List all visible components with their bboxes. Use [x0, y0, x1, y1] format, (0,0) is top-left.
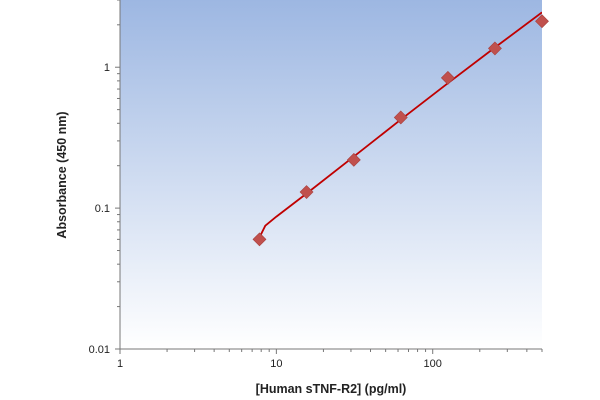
y-ticks: 0.01 0.1 1 — [89, 0, 120, 356]
x-tick-label: 1 — [117, 358, 123, 370]
x-tick-label: 100 — [424, 358, 442, 370]
y-tick-label: 0.01 — [89, 344, 110, 356]
data-point — [299, 185, 314, 199]
data-point — [252, 232, 267, 247]
data-point — [535, 14, 549, 29]
x-tick-label: 10 — [270, 358, 282, 370]
data-point — [393, 110, 408, 125]
x-ticks: 1 10 100 — [117, 349, 543, 370]
y-axis-title: Absorbance (450 nm) — [55, 111, 69, 238]
data-point — [440, 70, 455, 85]
data-marker-layer — [252, 14, 549, 247]
y-tick-label: 0.1 — [95, 203, 110, 215]
data-point — [488, 41, 502, 56]
y-tick-label: 1 — [104, 62, 110, 74]
data-point — [346, 152, 361, 167]
x-axis-title: [Human sTNF-R2] (pg/ml) — [256, 382, 407, 396]
